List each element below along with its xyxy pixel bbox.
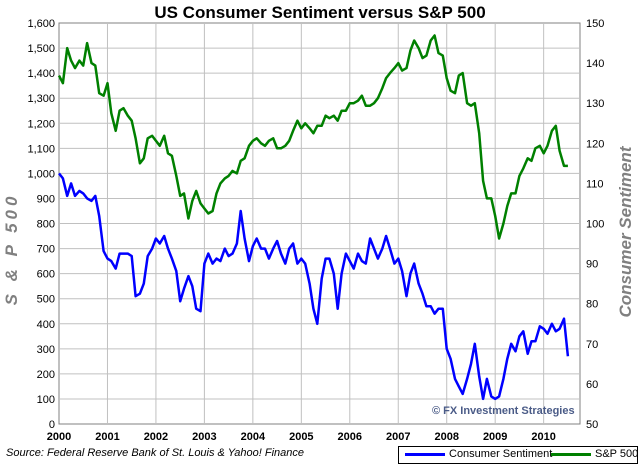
y-tick-left-label: 100 (37, 394, 55, 406)
y-tick-right-label: 150 (586, 18, 604, 30)
y-tick-left-label: 1,300 (27, 93, 55, 105)
y-tick-right-label: 110 (586, 178, 604, 190)
chart-title: US Consumer Sentiment versus S&P 500 (154, 3, 486, 22)
x-tick-label: 2010 (531, 431, 555, 443)
y-tick-right-label: 70 (586, 339, 598, 351)
series-line-consumer-sentiment (58, 172, 570, 401)
x-tick-label: 2009 (483, 431, 507, 443)
y-tick-left-label: 1,000 (27, 168, 55, 180)
x-tick-label: 2004 (241, 431, 266, 443)
y-tick-left-label: 1,200 (27, 118, 55, 130)
source-note: Source: Federal Reserve Bank of St. Loui… (6, 447, 304, 459)
x-tick-label: 2002 (144, 431, 168, 443)
y-tick-left-label: 1,100 (27, 143, 55, 155)
y-tick-right-label: 80 (586, 299, 598, 311)
y-tick-right-label: 130 (586, 98, 604, 110)
x-tick-label: 2000 (47, 431, 71, 443)
y-tick-right-label: 60 (586, 379, 598, 391)
x-tick-label: 2008 (434, 431, 458, 443)
x-tick-label: 2007 (386, 431, 410, 443)
y-tick-left-label: 200 (37, 369, 55, 381)
y-tick-right-label: 120 (586, 138, 604, 150)
legend-swatch-sp500 (551, 453, 591, 456)
y-tick-left-label: 700 (37, 244, 55, 256)
legend: Consumer Sentiment S&P 500 (398, 446, 638, 464)
watermark: © FX Investment Strategies (432, 405, 575, 417)
y-tick-left-label: 800 (37, 219, 55, 231)
y-tick-left-label: 500 (37, 294, 55, 306)
legend-swatch-consumer-sentiment (405, 453, 445, 456)
x-tick-label: 2006 (338, 431, 362, 443)
x-tick-label: 2005 (289, 431, 313, 443)
y-tick-left-label: 1,400 (27, 68, 55, 80)
y-tick-right-label: 140 (586, 58, 604, 70)
series-line-sp500 (57, 34, 568, 240)
y-tick-left-label: 300 (37, 344, 55, 356)
legend-label-consumer-sentiment: Consumer Sentiment (449, 448, 553, 460)
y-tick-right-label: 100 (586, 219, 604, 231)
y-tick-left-label: 1,600 (27, 18, 55, 30)
y-tick-left-label: 1,500 (27, 43, 55, 55)
x-tick-label: 2001 (95, 431, 119, 443)
y-tick-right-label: 50 (586, 419, 598, 431)
x-tick-label: 2003 (192, 431, 216, 443)
y-tick-left-label: 400 (37, 319, 55, 331)
y-tick-left-label: 600 (37, 269, 55, 281)
y-tick-left-label: 900 (37, 193, 55, 205)
y-tick-right-label: 90 (586, 259, 598, 271)
legend-label-sp500: S&P 500 (595, 448, 639, 460)
y-tick-left-label: 0 (49, 419, 55, 431)
